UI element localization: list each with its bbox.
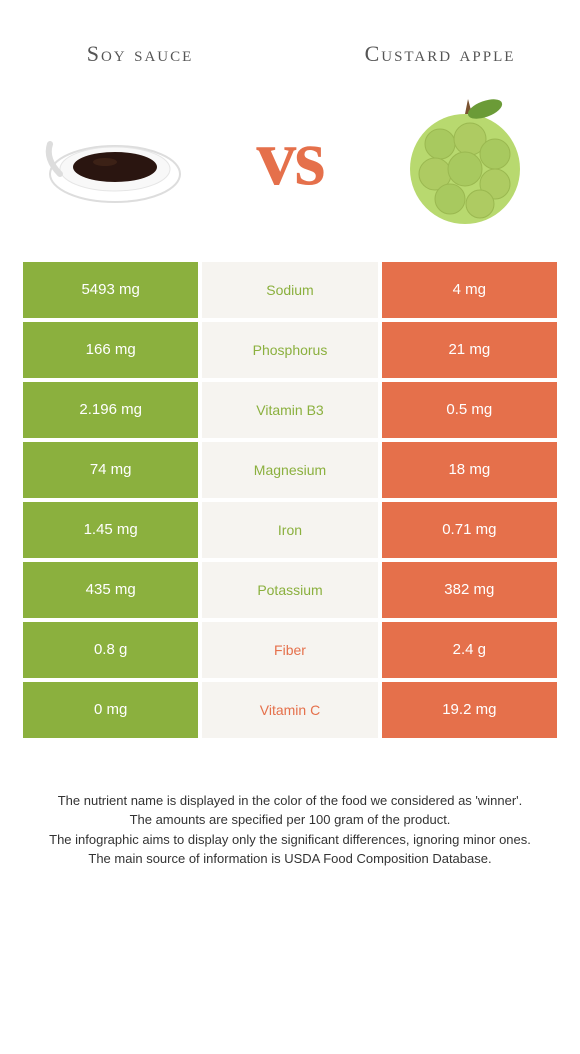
nutrient-label: Vitamin C	[200, 680, 379, 740]
nutrient-label: Fiber	[200, 620, 379, 680]
left-food-title: Soy sauce	[40, 40, 240, 69]
nutrient-row: 166 mgPhosphorus21 mg	[21, 320, 559, 380]
left-value: 2.196 mg	[21, 380, 200, 440]
left-value: 0.8 g	[21, 620, 200, 680]
nutrient-row: 0.8 gFiber2.4 g	[21, 620, 559, 680]
nutrient-row: 74 mgMagnesium18 mg	[21, 440, 559, 500]
nutrient-row: 2.196 mgVitamin B30.5 mg	[21, 380, 559, 440]
nutrient-row: 435 mgPotassium382 mg	[21, 560, 559, 620]
right-value: 19.2 mg	[380, 680, 559, 740]
right-food-title: Custard apple	[340, 40, 540, 69]
vs-label: vs	[256, 113, 323, 204]
footer-line-2: The amounts are specified per 100 gram o…	[30, 810, 550, 830]
right-value: 18 mg	[380, 440, 559, 500]
left-value: 5493 mg	[21, 260, 200, 320]
right-value: 21 mg	[380, 320, 559, 380]
left-value: 0 mg	[21, 680, 200, 740]
left-value: 74 mg	[21, 440, 200, 500]
nutrient-row: 1.45 mgIron0.71 mg	[21, 500, 559, 560]
nutrient-label: Sodium	[200, 260, 379, 320]
header: Soy sauce Custard apple	[0, 0, 580, 79]
right-value: 4 mg	[380, 260, 559, 320]
footer-notes: The nutrient name is displayed in the co…	[0, 741, 580, 889]
nutrient-label: Magnesium	[200, 440, 379, 500]
images-row: vs	[0, 79, 580, 259]
left-value: 1.45 mg	[21, 500, 200, 560]
footer-line-3: The infographic aims to display only the…	[30, 830, 550, 850]
footer-line-1: The nutrient name is displayed in the co…	[30, 791, 550, 811]
right-value: 0.71 mg	[380, 500, 559, 560]
nutrient-row: 5493 mgSodium4 mg	[21, 260, 559, 320]
nutrient-row: 0 mgVitamin C19.2 mg	[21, 680, 559, 740]
nutrient-label: Vitamin B3	[200, 380, 379, 440]
nutrient-label: Potassium	[200, 560, 379, 620]
left-value: 166 mg	[21, 320, 200, 380]
footer-line-4: The main source of information is USDA F…	[30, 849, 550, 869]
right-food-image	[390, 89, 540, 229]
left-food-image	[40, 89, 190, 229]
nutrient-label: Phosphorus	[200, 320, 379, 380]
right-value: 382 mg	[380, 560, 559, 620]
right-value: 2.4 g	[380, 620, 559, 680]
nutrient-label: Iron	[200, 500, 379, 560]
left-value: 435 mg	[21, 560, 200, 620]
right-value: 0.5 mg	[380, 380, 559, 440]
nutrient-table: 5493 mgSodium4 mg166 mgPhosphorus21 mg2.…	[20, 259, 560, 741]
